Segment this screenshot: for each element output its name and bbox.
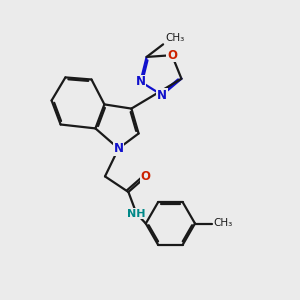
- Text: CH₃: CH₃: [214, 218, 233, 229]
- Text: N: N: [157, 88, 167, 101]
- Text: O: O: [140, 170, 151, 184]
- Text: CH₃: CH₃: [165, 33, 184, 43]
- Text: O: O: [167, 49, 177, 62]
- Text: N: N: [136, 75, 146, 88]
- Text: NH: NH: [127, 208, 146, 219]
- Text: N: N: [113, 142, 124, 155]
